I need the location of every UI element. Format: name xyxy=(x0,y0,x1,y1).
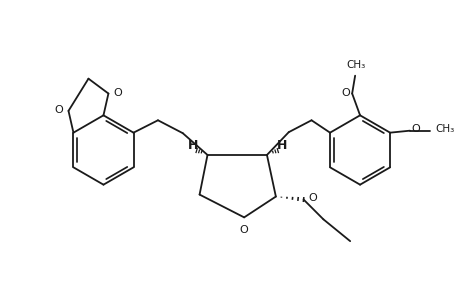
Text: O: O xyxy=(239,225,248,235)
Text: O: O xyxy=(410,124,419,134)
Text: H: H xyxy=(187,139,197,152)
Text: H: H xyxy=(276,139,286,152)
Text: O: O xyxy=(113,88,122,98)
Text: O: O xyxy=(308,193,317,202)
Text: CH₃: CH₃ xyxy=(346,60,365,70)
Text: O: O xyxy=(341,88,349,98)
Text: CH₃: CH₃ xyxy=(435,124,454,134)
Text: O: O xyxy=(55,105,63,115)
